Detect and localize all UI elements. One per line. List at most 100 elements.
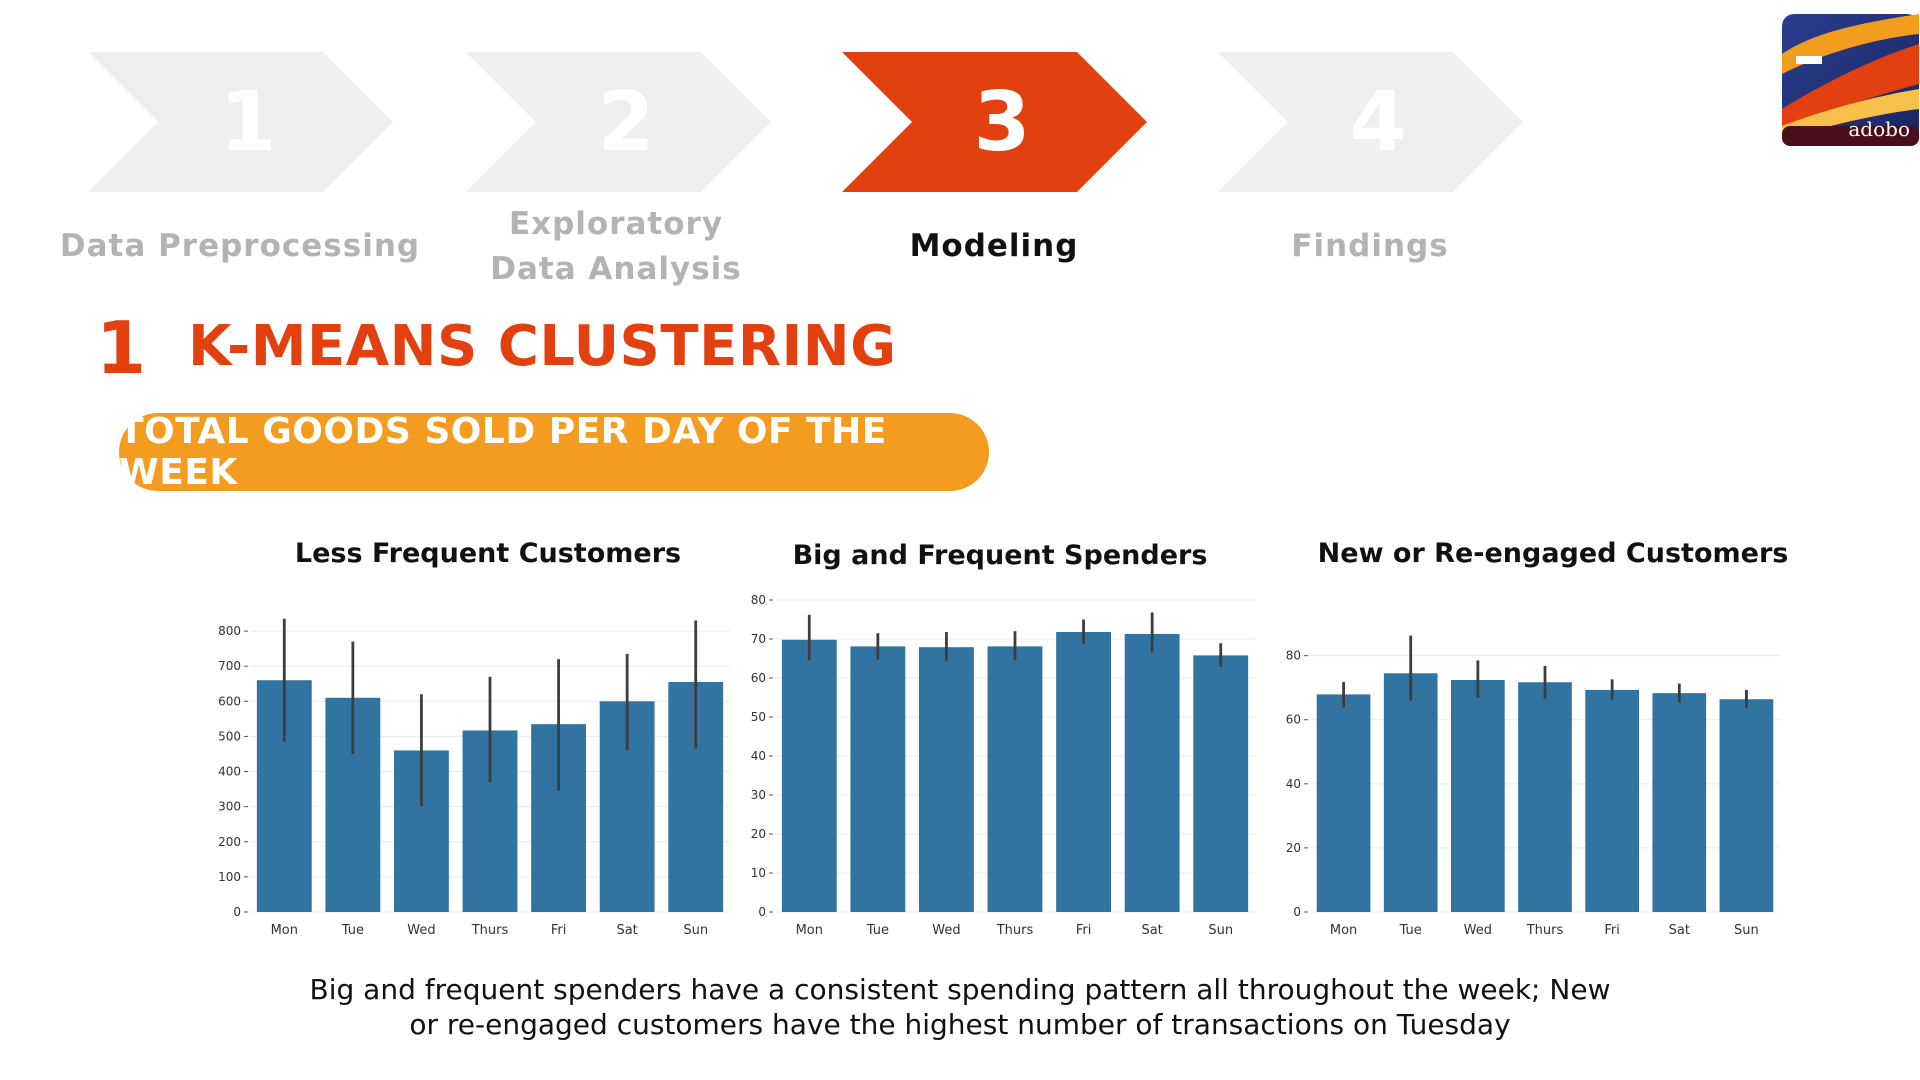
- bar-sun: [1719, 699, 1774, 912]
- x-tick-label: Mon: [271, 923, 298, 938]
- x-tick-label: Sun: [1208, 923, 1233, 938]
- y-tick-label: 60: [751, 671, 766, 685]
- section-title: K-MEANS CLUSTERING: [188, 314, 897, 379]
- y-tick-label: 40: [751, 749, 766, 763]
- x-tick-label: Thurs: [996, 923, 1034, 938]
- x-tick-label: Tue: [341, 923, 364, 938]
- step-2-chevron[interactable]: 2: [466, 52, 776, 192]
- y-tick-label: 20: [1286, 841, 1301, 855]
- y-tick-label: 10: [751, 866, 766, 880]
- subtitle-pill: TOTAL GOODS SOLD PER DAY OF THE WEEK: [119, 411, 989, 493]
- x-tick-label: Sun: [683, 923, 708, 938]
- step-label-line: Data Preprocessing: [59, 228, 421, 264]
- caption-line: Big and frequent spenders have a consist…: [309, 973, 1611, 1006]
- logo-dash: [1796, 56, 1822, 64]
- chevron-shape: [466, 52, 771, 192]
- bar-thurs: [1518, 682, 1572, 912]
- chevron-step-3: [842, 52, 1147, 192]
- step-3-label: Modeling: [804, 224, 1184, 269]
- chevron-shape: [88, 52, 393, 192]
- bar-wed: [1451, 679, 1505, 912]
- step-1-chevron[interactable]: 1: [88, 52, 398, 192]
- x-tick-label: Thurs: [471, 923, 509, 938]
- step-2-label: Exploratory Data Analysis: [426, 202, 806, 292]
- bar-sun: [1193, 655, 1249, 912]
- x-tick-label: Mon: [1330, 923, 1357, 938]
- chart-title-2: Big and Frequent Spenders: [792, 540, 1208, 571]
- x-tick-label: Thurs: [1526, 923, 1564, 938]
- step-number: 3: [973, 74, 1031, 170]
- bar-chart-big-frequent: 0 10 20 30 40 50 60 70 80 Mon Tue Wed Thurs Fri Sat Sun: [751, 593, 1255, 938]
- step-4-chevron[interactable]: 4: [1218, 52, 1528, 192]
- chevron-step-1: [88, 52, 393, 192]
- bar-mon: [781, 639, 837, 912]
- y-tick-label: 0: [233, 905, 241, 919]
- step-3-chevron[interactable]: 3: [842, 52, 1152, 192]
- y-tick-label: 20: [751, 827, 766, 841]
- chevron-shape: [1218, 52, 1523, 192]
- y-tick-label: 100: [218, 870, 241, 884]
- step-number: 4: [1349, 74, 1407, 170]
- bar-sat: [1124, 633, 1180, 912]
- chart-title-3: New or Re-engaged Customers: [1317, 538, 1789, 569]
- x-tick-label: Fri: [1604, 923, 1620, 938]
- x-tick-label: Sat: [1669, 923, 1690, 938]
- y-tick-label: 0: [758, 905, 766, 919]
- x-tick-label: Fri: [1076, 923, 1092, 938]
- bar-tue: [1383, 673, 1438, 912]
- step-label-line: Exploratory: [508, 206, 724, 242]
- bar-chart-less-frequent: 0 100 200 300 400 500 600 700 800 Mon Tue Wed Thurs F…: [218, 618, 730, 938]
- y-tick-label: 600: [218, 694, 241, 708]
- step-label-line: Data Analysis: [490, 251, 742, 287]
- chevron-shape: [842, 52, 1147, 192]
- step-4-label: Findings: [1180, 224, 1560, 269]
- bar-thurs: [987, 646, 1043, 912]
- bar-sat: [1652, 693, 1707, 912]
- x-tick-label: Tue: [1399, 923, 1422, 938]
- bar-fri: [1056, 631, 1111, 912]
- step-number: 2: [597, 74, 655, 170]
- y-tick-label: 60: [1286, 713, 1301, 727]
- step-label-line: Modeling: [909, 228, 1079, 264]
- section-number: 1: [96, 306, 147, 390]
- y-tick-label: 30: [751, 788, 766, 802]
- bar-mon: [1316, 694, 1371, 912]
- bar-chart-new-reengaged: 0 20 40 60 80 Mon Tue Wed Thurs Fri Sat Sun: [1286, 635, 1780, 938]
- y-tick-label: 80: [1286, 649, 1301, 663]
- chevron-step-2: [466, 52, 771, 192]
- x-tick-label: Mon: [796, 923, 823, 938]
- y-tick-label: 300: [218, 800, 241, 814]
- bar-fri: [1585, 689, 1639, 912]
- y-tick-label: 50: [751, 710, 766, 724]
- y-tick-label: 500: [218, 729, 241, 743]
- chevron-step-4: [1218, 52, 1523, 192]
- x-tick-label: Fri: [551, 923, 567, 938]
- adobo-logo: adobo: [1782, 14, 1919, 146]
- y-tick-label: 700: [218, 659, 241, 673]
- logo-text: adobo: [1848, 117, 1910, 141]
- bar-wed: [919, 647, 974, 912]
- step-number: 1: [219, 74, 277, 170]
- x-tick-label: Sat: [616, 923, 637, 938]
- step-label-line: Findings: [1291, 228, 1449, 264]
- x-tick-label: Sat: [1141, 923, 1162, 938]
- y-tick-label: 0: [1293, 905, 1301, 919]
- y-tick-label: 400: [218, 765, 241, 779]
- x-tick-label: Wed: [407, 923, 435, 938]
- y-tick-label: 70: [751, 632, 766, 646]
- x-tick-label: Wed: [1464, 923, 1492, 938]
- bar-tue: [850, 646, 906, 912]
- logo-swoosh-middle: [1782, 44, 1919, 129]
- caption-line: or re-engaged customers have the highest…: [409, 1008, 1511, 1041]
- findings-caption: Big and frequent spenders have a consist…: [180, 972, 1740, 1042]
- y-tick-label: 40: [1286, 777, 1301, 791]
- x-tick-label: Wed: [932, 923, 960, 938]
- y-tick-label: 80: [751, 593, 766, 607]
- y-tick-label: 200: [218, 835, 241, 849]
- x-tick-label: Sun: [1734, 923, 1759, 938]
- y-tick-label: 800: [218, 624, 241, 638]
- logo-base: [1782, 126, 1919, 146]
- x-tick-label: Tue: [866, 923, 889, 938]
- chart-title-1: Less Frequent Customers: [294, 538, 682, 569]
- step-1-label: Data Preprocessing: [50, 224, 430, 269]
